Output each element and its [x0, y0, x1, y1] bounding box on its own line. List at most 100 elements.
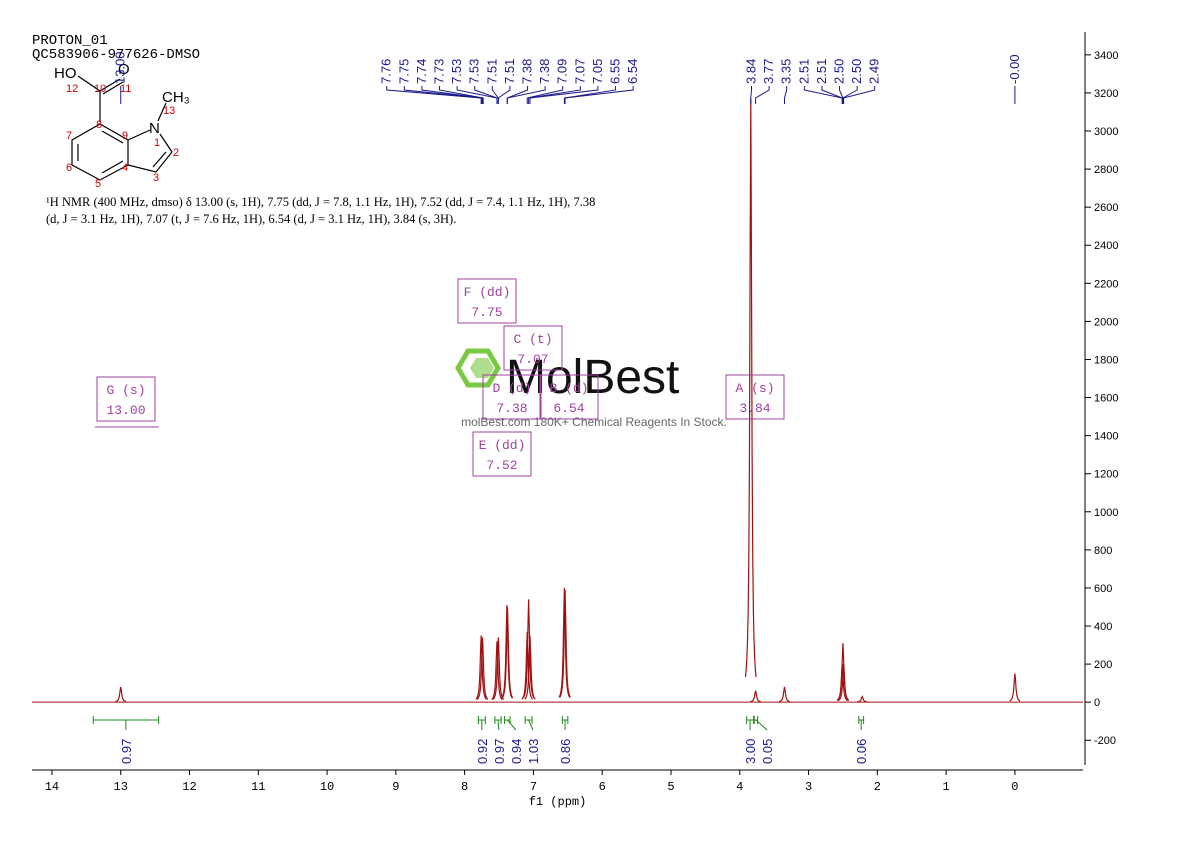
shift-connector: [803, 86, 843, 104]
integral-value: 0.05: [760, 739, 775, 764]
atom-number: 4: [122, 162, 128, 174]
multiplet-name: G (s): [106, 383, 145, 398]
y-tick-label: 2000: [1094, 316, 1118, 328]
multiplet-shift: 7.75: [471, 305, 502, 320]
bond: [101, 130, 124, 144]
multiplet-name: B (d): [549, 381, 588, 396]
peak: [476, 637, 489, 700]
atom-number: 8: [96, 119, 102, 131]
peak: [491, 641, 503, 701]
atom-number: 1: [154, 137, 160, 149]
atom-number: 9: [122, 130, 128, 142]
shift-connector: [750, 86, 753, 104]
atom-number: 5: [95, 178, 101, 190]
multiplet-shift: 6.54: [553, 401, 584, 416]
integral-value: 0.94: [509, 739, 524, 764]
watermark: MolBest molBest.com 180K+ Chemical Reage…: [455, 348, 727, 429]
shift-connector: [386, 86, 482, 104]
peak: [475, 635, 487, 700]
x-tick-label: 12: [182, 780, 196, 794]
shift-label: 7.38: [520, 59, 535, 84]
x-tick-label: 13: [114, 780, 128, 794]
y-tick-label: 800: [1094, 545, 1112, 557]
multiplet-box: [96, 376, 156, 422]
logo: [455, 348, 501, 388]
shift-connector: [497, 86, 511, 104]
integral-connector: [528, 719, 534, 731]
multiplet-shift: 7.07: [517, 352, 548, 367]
y-tick-label: 1200: [1094, 469, 1118, 481]
description-box: ¹H NMR (400 MHz, dmso) δ 13.00 (s, 1H), …: [46, 195, 595, 226]
atom: O: [118, 61, 130, 78]
x-tick-label: 10: [320, 780, 334, 794]
multiplet-box: [457, 278, 517, 324]
x-tick-label: 14: [45, 780, 59, 794]
atom: CH₃: [162, 89, 190, 106]
integral-value: 3.00: [743, 739, 758, 764]
atom-number: 3: [153, 172, 159, 184]
shift-label: 2.50: [832, 59, 847, 84]
y-tick-label: 3000: [1094, 126, 1118, 138]
title: PROTON_01: [32, 33, 108, 49]
shift-connector: [528, 86, 581, 104]
multiplet-name: E (dd): [479, 438, 526, 453]
shift-label: 3.35: [779, 59, 794, 84]
y-tick-label: 0: [1094, 697, 1100, 709]
atom-number: 10: [94, 83, 106, 95]
multiplet-box: [472, 431, 532, 477]
integral-connector: [506, 719, 517, 731]
shift-label: 3.77: [761, 59, 776, 84]
integral-value: 0.97: [119, 739, 134, 764]
integral-value: 0.06: [854, 739, 869, 764]
peak: [838, 664, 850, 702]
watermark-brand: MolBest: [506, 351, 679, 404]
shift-label: 6.54: [625, 59, 640, 84]
peak: [559, 589, 571, 698]
peak: [524, 635, 536, 700]
peak: [779, 686, 790, 703]
shift-connector: [755, 86, 770, 104]
bond: [101, 160, 124, 174]
atom: N: [149, 120, 160, 137]
shift-label: 13.00: [113, 51, 128, 84]
shift-connector: [403, 86, 483, 104]
peak: [115, 686, 127, 703]
watermark-tagline: molBest.com 180K+ Chemical Reagents In S…: [461, 415, 727, 429]
shift-connector: [564, 86, 634, 104]
shift-connector: [529, 86, 599, 104]
multiplet-box: [539, 374, 599, 420]
shift-connector: [526, 86, 564, 104]
x-tick-label: 6: [599, 780, 606, 794]
integral-value: 0.86: [558, 739, 573, 764]
shift-connector: [842, 86, 858, 104]
bond: [157, 102, 167, 122]
bond: [152, 151, 167, 168]
integral-value: 0.92: [475, 739, 490, 764]
ring: [71, 123, 129, 181]
integral-value: 0.97: [492, 739, 507, 764]
bond: [127, 129, 151, 141]
bond: [102, 81, 124, 95]
atom: HO: [54, 65, 77, 82]
x-tick-label: 7: [530, 780, 537, 794]
multiplet-box: [482, 374, 542, 420]
x-tick-label: 3: [805, 780, 812, 794]
y-tick-label: 3200: [1094, 88, 1118, 100]
atom-number: 12: [66, 83, 78, 95]
peak: [1009, 673, 1021, 702]
subtitle: QC583906-977626-DMSO: [32, 47, 200, 63]
logo: [470, 358, 494, 378]
shift-label: -0.00: [1007, 54, 1022, 84]
atom-number: 6: [66, 162, 72, 174]
shift-label: 7.75: [396, 59, 411, 84]
x-tick-label: 1: [943, 780, 950, 794]
shift-label: 7.38: [537, 59, 552, 84]
shift-connector: [783, 86, 788, 104]
shift-connector: [421, 86, 484, 104]
integral-value: 1.03: [526, 739, 541, 764]
shift-connector: [474, 86, 498, 104]
x-tick-label: 0: [1011, 780, 1018, 794]
molecule: [71, 75, 173, 181]
shift-label: 7.53: [467, 59, 482, 84]
